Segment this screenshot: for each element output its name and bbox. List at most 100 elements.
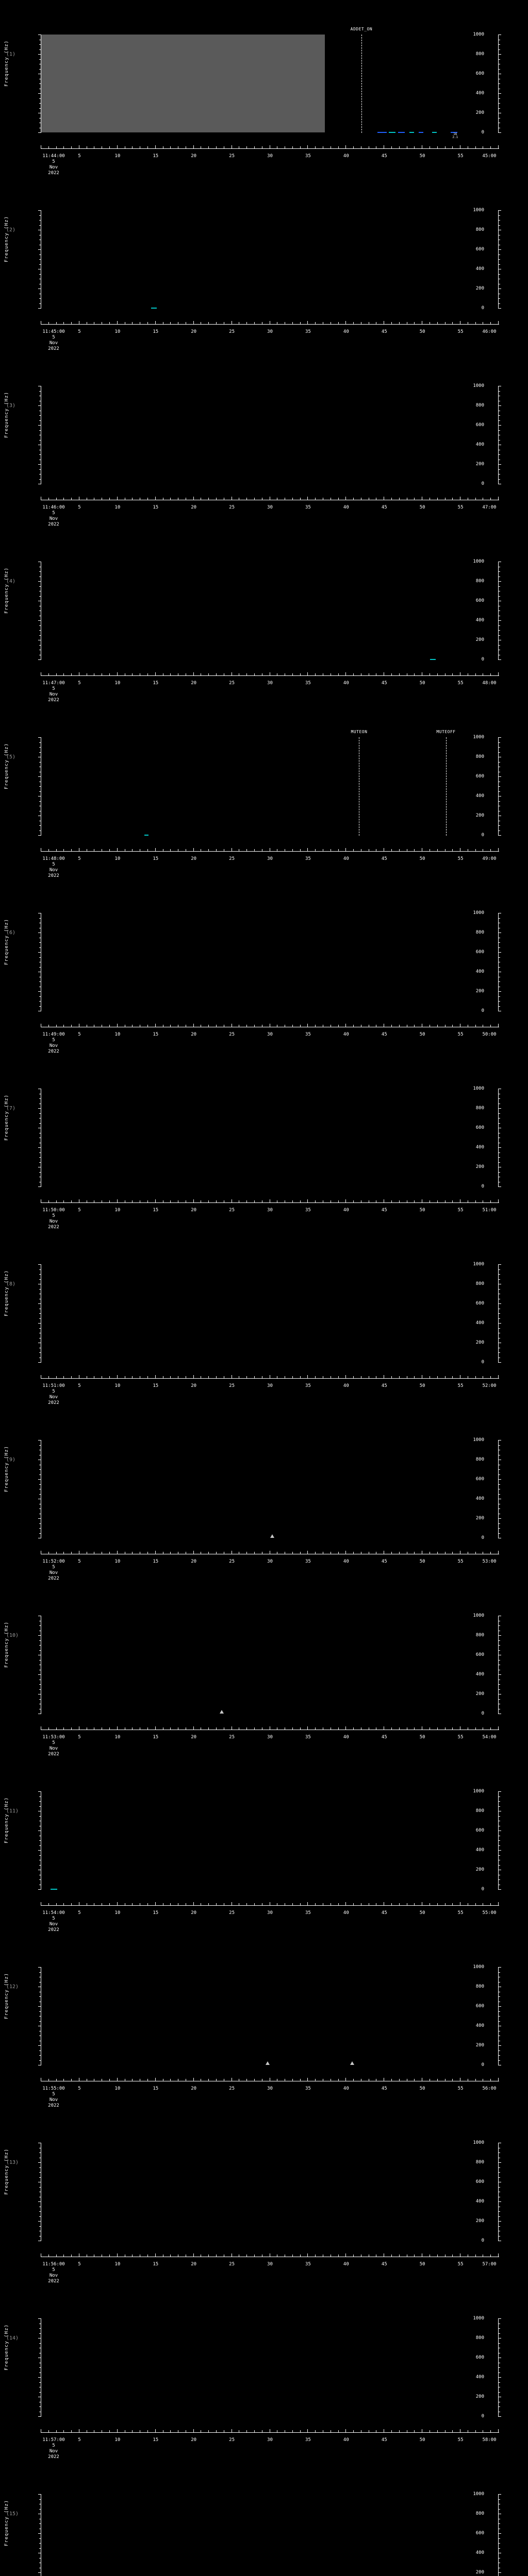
y-tick [39,1113,41,1114]
x-tick [292,1727,293,1730]
x-tick [414,2255,415,2257]
y-tick [39,1528,41,1529]
x-axis-end-label: 45:00 [482,154,497,159]
y-tick-right [498,918,500,919]
y-tick-right [498,1484,500,1485]
x-tick [345,1199,346,1202]
x-tick [216,2255,217,2257]
plot-area-5 [41,737,499,836]
x-tick [132,1376,133,1378]
y-tick-right [498,776,501,777]
y-tick-right [498,2382,500,2383]
x-tick-label: 45 [381,1032,387,1037]
x-tick [414,322,415,324]
x-tick-label: 15 [153,1383,159,1388]
x-tick [338,2079,339,2081]
x-tick-label: 35 [305,2262,311,2267]
x-tick-label: 50 [419,2437,425,2443]
plot-area-14 [41,2318,499,2416]
y-tick-right [498,1855,500,1856]
y-tick [39,947,41,948]
y-tick [39,2543,41,2544]
x-tick [170,2430,171,2432]
x-tick [307,2253,308,2257]
x-tick [193,1024,194,1027]
x-tick [452,322,453,324]
x-tick [345,145,346,148]
x-tick [391,673,392,675]
y-tick-label: 600 [475,2004,484,2009]
x-tick [338,1376,339,1378]
y-tick [39,1845,41,1846]
y-tick-label: 600 [475,2355,484,2360]
y-axis-title: Frequency (Hz) [4,1797,9,1843]
x-tick-label: 25 [229,2086,235,2091]
y-tick-right [498,69,500,70]
y-tick-right [498,93,501,94]
x-tick [193,1375,194,1378]
y-tick [39,103,41,104]
y-tick-right [498,2548,500,2549]
y-tick-right [498,1645,500,1646]
x-tick-label: 50 [419,505,425,510]
x-tick-label: 45 [381,856,387,861]
x-tick [444,1025,446,1027]
x-tick-label: 50 [419,1032,425,1037]
x-tick [353,673,354,675]
y-tick-right [498,49,500,50]
y-tick-right [498,2509,500,2510]
x-tick [444,2430,446,2432]
y-tick-right [498,747,500,748]
x-tick [71,1552,72,1554]
y-tick [38,2377,41,2378]
y-tick [39,1006,41,1007]
y-tick-label: 1000 [473,383,484,388]
y-tick-label: 1000 [473,1262,484,1267]
x-tick-label: 20 [191,2262,197,2267]
x-tick [452,2079,453,2081]
x-tick [345,1902,346,1905]
y-tick [39,2509,41,2510]
y-tick [39,479,41,480]
x-tick [254,498,255,500]
x-tick [56,498,57,500]
y-tick-label: 600 [475,1652,484,1657]
x-axis-start-label: 11:51:00 5 Nov 2022 [42,1383,65,1405]
x-tick [132,146,133,148]
x-tick-label: 40 [343,1032,349,1037]
x-tick [414,1200,415,1202]
x-tick [117,1902,118,1905]
x-tick [452,498,453,500]
y-tick [39,2167,41,2168]
detection-mark [151,308,157,309]
y-axis-right-9 [498,1440,501,1538]
y-tick-label: 200 [475,813,484,818]
x-tick [315,1200,316,1202]
x-tick [63,1025,64,1027]
y-tick-right [498,1865,500,1866]
x-tick-label: 20 [191,1910,197,1916]
x-tick-label: 35 [305,856,311,861]
x-tick [437,2430,438,2432]
y-axis-title: Frequency (Hz) [4,1973,9,2019]
x-tick [117,672,118,675]
x-tick [132,498,133,500]
x-tick-label: 5 [78,329,81,334]
x-tick-label: 10 [114,154,121,159]
x-tick [315,2255,316,2257]
x-tick-label: 50 [419,1910,425,1916]
x-tick [155,321,156,324]
x-tick [444,498,446,500]
y-tick-right [498,2372,500,2373]
y-tick-label: 800 [475,403,484,408]
x-tick-label: 20 [191,329,197,334]
y-tick-label: 200 [475,286,484,291]
x-tick [132,849,133,851]
x-tick [246,2255,248,2257]
x-tick [490,849,491,851]
x-tick [155,497,156,500]
y-tick [38,1889,41,1890]
x-tick [475,1903,476,1905]
y-axis-title: Frequency (Hz) [4,919,9,965]
y-tick-right [498,264,500,265]
